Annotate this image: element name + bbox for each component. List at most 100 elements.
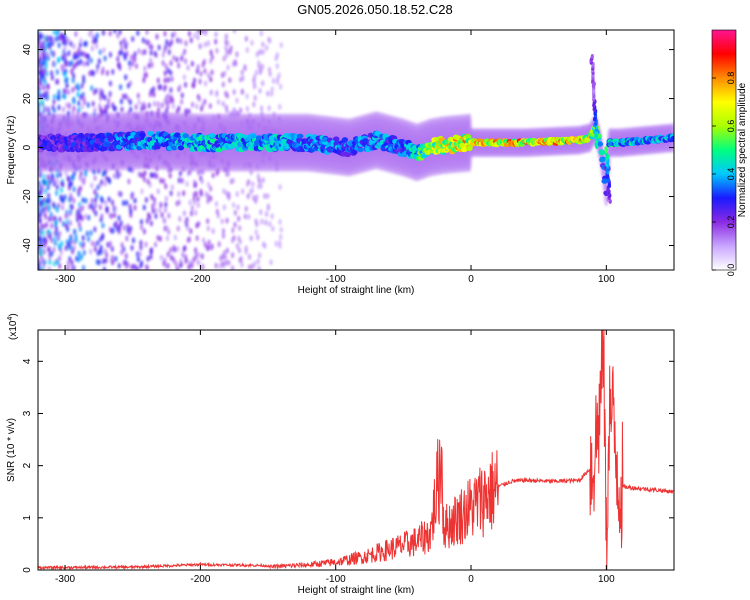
spectrogram-noise-mark bbox=[111, 102, 115, 109]
spectrogram-noise-mark bbox=[82, 249, 86, 256]
spectrogram-noise-mark bbox=[214, 200, 219, 207]
spectrogram-noise-mark bbox=[196, 202, 200, 209]
spectrogram-noise-mark bbox=[63, 57, 67, 64]
spectrogram-noise-mark bbox=[100, 197, 104, 204]
spectrogram-noise-mark bbox=[196, 64, 200, 71]
spectrogram-noise-mark bbox=[233, 221, 237, 228]
spectrogram-noise-mark bbox=[61, 106, 66, 113]
snr-frame bbox=[37, 329, 675, 571]
spectrogram-noise-mark bbox=[198, 78, 202, 85]
spectrogram-y-tick-label: -20 bbox=[22, 189, 33, 204]
spectrogram-ridge-mark bbox=[599, 157, 606, 163]
spectrogram-noise-mark bbox=[61, 181, 65, 188]
spectrogram-ridge bbox=[38, 54, 674, 204]
spectrogram-noise-mark bbox=[42, 236, 47, 243]
spectrogram-noise-mark bbox=[92, 89, 96, 96]
spectrogram-noise-mark bbox=[133, 204, 137, 211]
spectrogram-noise-mark bbox=[200, 253, 204, 260]
spectrogram-noise-mark bbox=[141, 37, 145, 44]
spectrogram-noise-mark bbox=[87, 214, 91, 221]
spectrogram-noise-mark bbox=[190, 204, 194, 211]
spectrogram-noise-mark bbox=[51, 61, 55, 68]
spectrogram-noise-mark bbox=[266, 90, 270, 97]
spectrogram-noise-mark bbox=[155, 173, 159, 180]
spectrogram-noise-mark bbox=[44, 106, 49, 113]
spectrogram-noise-mark bbox=[142, 228, 147, 235]
spectrogram-noise-mark bbox=[72, 96, 76, 103]
spectrogram-noise-mark bbox=[67, 89, 71, 96]
spectrogram-x-tick-label: -200 bbox=[190, 274, 210, 285]
spectrogram-noise-mark bbox=[206, 40, 210, 47]
spectrogram-noise-mark bbox=[209, 244, 213, 251]
spectrogram-noise-mark bbox=[243, 64, 247, 71]
spectrogram-noise-mark bbox=[64, 88, 68, 95]
spectrogram-noise-mark bbox=[270, 213, 274, 220]
spectrogram-noise-mark bbox=[90, 240, 94, 247]
spectrogram-noise-mark bbox=[119, 220, 123, 227]
spectrogram-noise-mark bbox=[170, 97, 175, 104]
spectrogram-noise-mark bbox=[224, 39, 228, 46]
spectrogram-noise-mark bbox=[139, 239, 143, 246]
spectrogram-noise-mark bbox=[58, 255, 62, 262]
spectrogram-noise-mark bbox=[183, 58, 188, 65]
spectrogram-noise-mark bbox=[110, 199, 115, 206]
spectrogram-noise-mark bbox=[95, 67, 99, 74]
spectrogram-noise-mark bbox=[252, 101, 256, 108]
spectrogram-noise-mark bbox=[41, 33, 45, 40]
spectrogram-noise-mark bbox=[56, 233, 60, 240]
spectrogram-noise-mark bbox=[144, 196, 149, 203]
spectrogram-noise-mark bbox=[43, 79, 47, 86]
spectrogram-noise-mark bbox=[76, 91, 80, 98]
spectrogram-noise-mark bbox=[137, 48, 141, 55]
spectrogram-noise-mark bbox=[223, 70, 227, 77]
spectrogram-noise-mark bbox=[153, 50, 157, 57]
spectrogram-noise-mark bbox=[68, 181, 72, 188]
spectrogram-noise-mark bbox=[245, 105, 250, 112]
spectrogram-noise-mark bbox=[160, 102, 164, 109]
spectrogram-noise-mark bbox=[168, 172, 172, 179]
spectrogram-noise-mark bbox=[259, 30, 264, 37]
spectrogram-noise-mark bbox=[65, 265, 70, 270]
spectrogram-noise-mark bbox=[267, 105, 271, 112]
spectrogram-noise-mark bbox=[128, 64, 132, 71]
spectrogram-noise-mark bbox=[279, 42, 283, 49]
spectrogram-noise-mark bbox=[204, 80, 208, 87]
spectrogram-noise-mark bbox=[54, 36, 58, 43]
spectrogram-noise-mark bbox=[179, 258, 183, 265]
spectrogram-noise-mark bbox=[182, 246, 186, 253]
spectrogram-noise-mark bbox=[244, 205, 248, 212]
spectrogram-noise-mark bbox=[164, 195, 168, 202]
spectrogram-noise-mark bbox=[162, 260, 166, 267]
spectrogram-noise-mark bbox=[134, 103, 138, 110]
spectrogram-noise-mark bbox=[110, 227, 114, 234]
spectrogram-noise-mark bbox=[169, 87, 173, 94]
spectrogram-noise-mark bbox=[81, 197, 85, 204]
spectrogram-noise-mark bbox=[55, 173, 59, 180]
spectrogram-noise-mark bbox=[126, 82, 131, 89]
spectrogram-noise-mark bbox=[246, 193, 250, 200]
spectrogram-noise-mark bbox=[204, 30, 208, 34]
spectrogram-noise-mark bbox=[48, 259, 52, 266]
spectrogram-noise-mark bbox=[103, 248, 107, 255]
spectrogram-noise-mark bbox=[164, 183, 168, 190]
spectrogram-noise-mark bbox=[148, 214, 152, 221]
spectrogram-noise-mark bbox=[71, 72, 76, 79]
spectrogram-noise-mark bbox=[110, 254, 115, 261]
spectrogram-noise-mark bbox=[206, 244, 210, 251]
spectrogram-noise-mark bbox=[197, 96, 202, 103]
spectrogram-noise-mark bbox=[186, 237, 190, 244]
spectrogram-noise-mark bbox=[50, 250, 54, 257]
spectrogram-noise-mark bbox=[58, 171, 62, 178]
spectrogram-noise-mark bbox=[40, 99, 44, 106]
spectrogram-noise-mark bbox=[142, 176, 147, 183]
spectrogram-noise-mark bbox=[45, 37, 49, 44]
spectrogram-noise-mark bbox=[257, 63, 261, 70]
spectrogram-noise-mark bbox=[118, 30, 122, 36]
spectrogram-noise-mark bbox=[71, 86, 75, 93]
colorbar-ticks: 0.0 0.2 0.4 0.6 0.8 bbox=[712, 72, 736, 276]
spectrogram-noise-mark bbox=[64, 245, 68, 252]
spectrogram-noise-mark bbox=[103, 55, 107, 62]
spectrogram-noise-mark bbox=[52, 93, 57, 100]
spectrogram-noise-mark bbox=[166, 67, 170, 74]
spectrogram-noise-mark bbox=[151, 86, 156, 93]
